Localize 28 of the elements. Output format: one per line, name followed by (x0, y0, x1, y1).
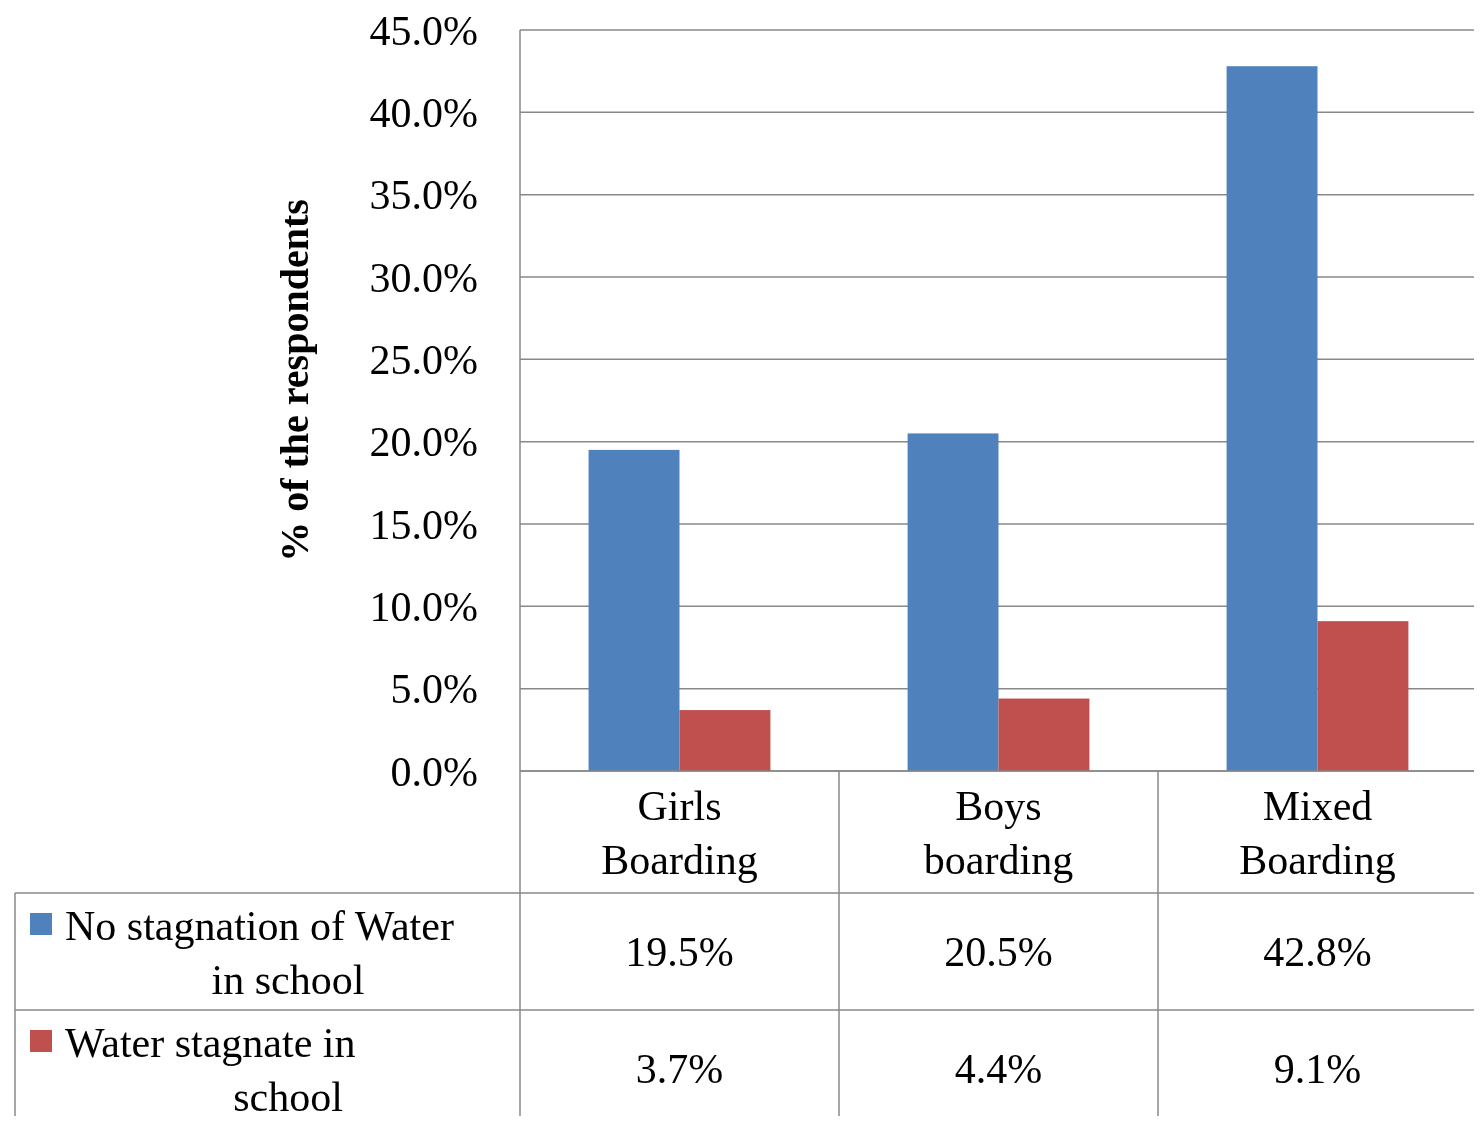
y-tick-label: 15.0% (369, 501, 478, 548)
y-tick-label: 5.0% (390, 666, 478, 713)
y-tick-label: 10.0% (369, 584, 478, 631)
bar (679, 710, 771, 771)
bar (907, 433, 999, 771)
data-label: 9.1% (1273, 1046, 1362, 1093)
data-label: 4.4% (954, 1046, 1043, 1093)
legend-label: No stagnation of Water in school (65, 902, 454, 1003)
y-tick-label: 45.0% (369, 7, 478, 54)
y-tick-label: 25.0% (369, 337, 478, 384)
data-label: 19.5% (625, 929, 734, 976)
bar (1226, 66, 1318, 771)
x-tick-label: Mixed Boarding (1239, 782, 1396, 883)
x-tick-label: Boys boarding (923, 782, 1074, 883)
data-label: 20.5% (944, 929, 1053, 976)
data-label: 42.8% (1263, 929, 1372, 976)
bar (998, 698, 1090, 771)
data-label: 3.7% (635, 1046, 724, 1093)
x-tick-label: Girls Boarding (601, 782, 758, 883)
bar (588, 449, 680, 771)
legend-label: Water stagnate in school (65, 1019, 356, 1120)
y-tick-label: 30.0% (369, 254, 478, 301)
bar (1317, 621, 1409, 771)
y-tick-label: 20.0% (369, 419, 478, 466)
y-tick-label: 35.0% (369, 172, 478, 219)
y-tick-label: 40.0% (369, 90, 478, 137)
y-axis-title: % of the respondents (272, 199, 317, 562)
y-tick-label: 0.0% (390, 748, 478, 795)
